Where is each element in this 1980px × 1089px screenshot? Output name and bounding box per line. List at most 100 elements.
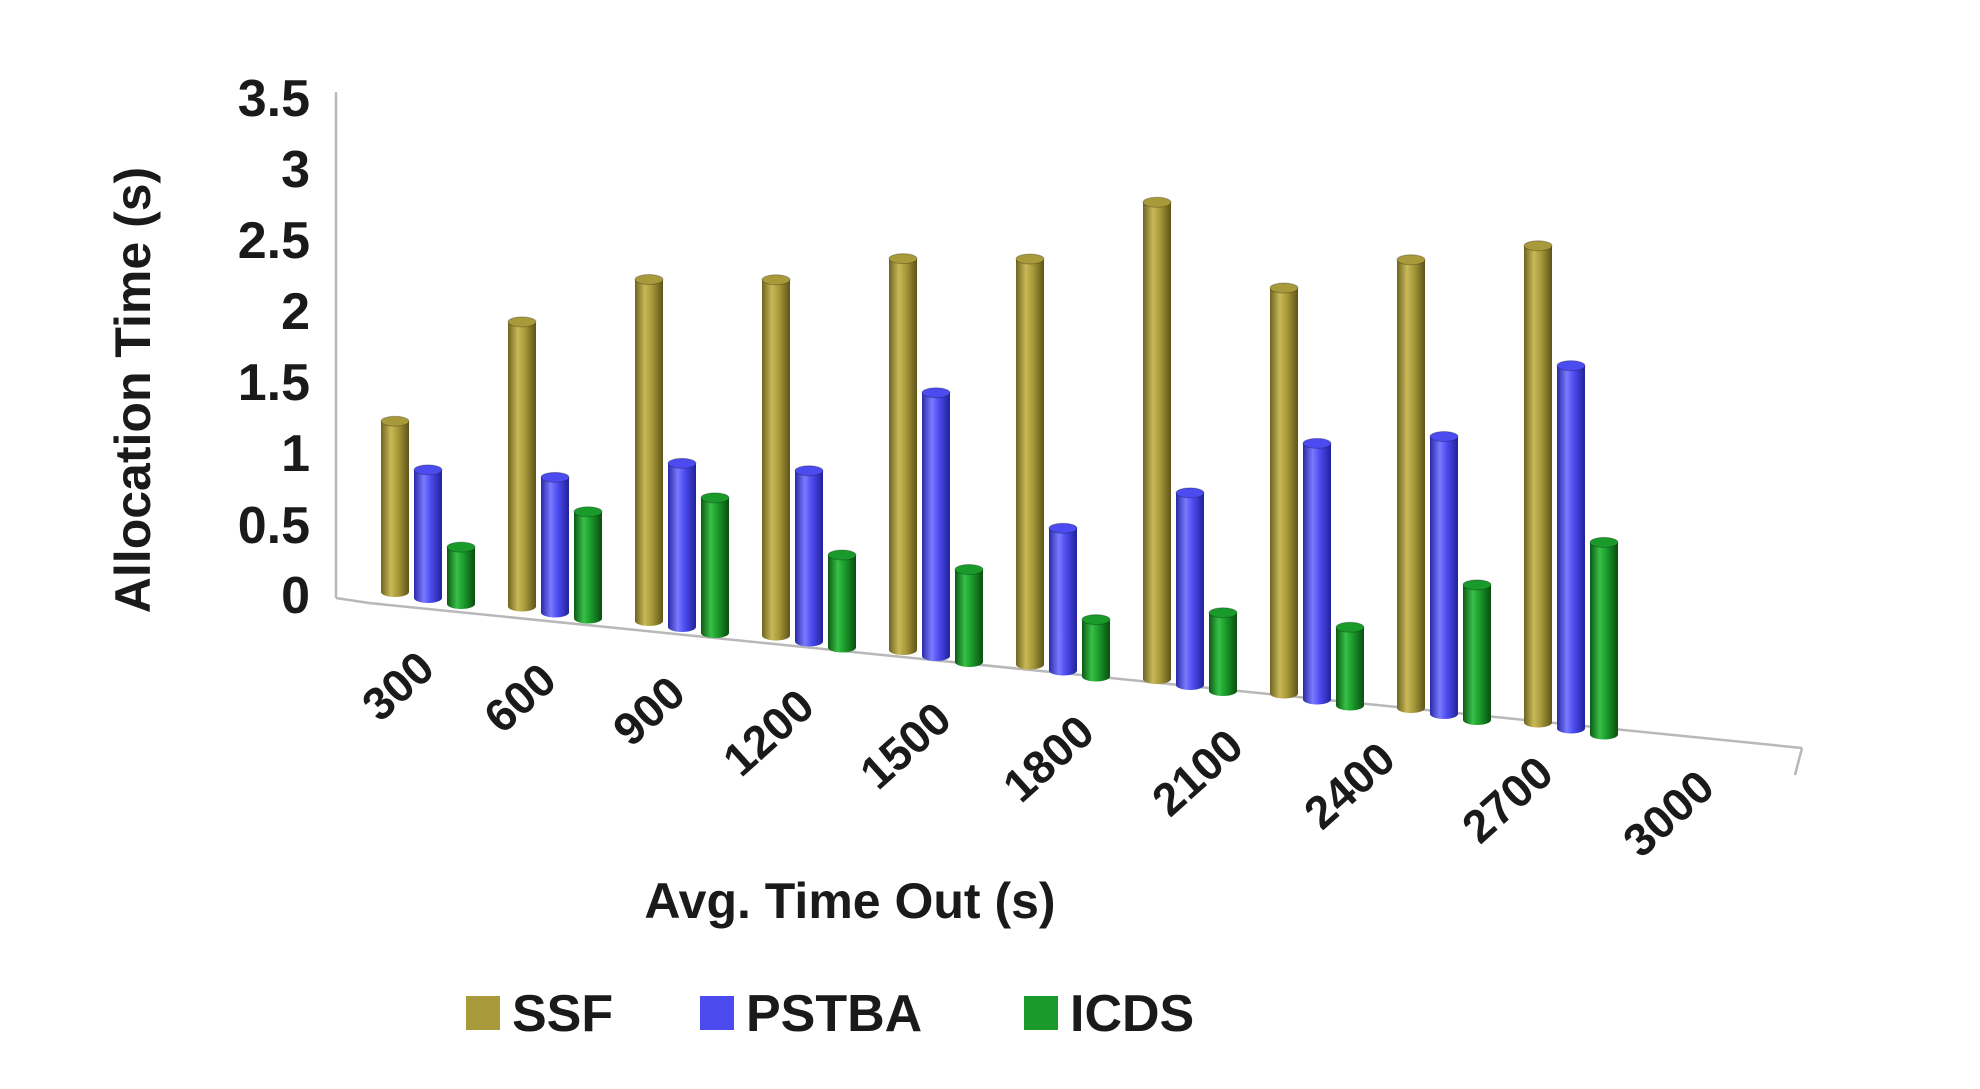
bar-body <box>414 469 442 603</box>
bar-body <box>1430 436 1458 719</box>
y-axis-title: Allocation Time (s) <box>105 167 161 613</box>
bar-body <box>889 258 917 655</box>
x-tick-label: 2700 <box>1452 746 1563 853</box>
bar-icds-300 <box>446 541 476 609</box>
bar-body <box>828 555 856 653</box>
bar-cap <box>921 387 951 399</box>
bar-pstba-2100 <box>1175 487 1205 690</box>
floor-right-edge <box>1793 747 1804 776</box>
legend: SSF PSTBA ICDS <box>466 985 1194 1043</box>
bar-cap <box>413 464 443 476</box>
y-tick-label: 0 <box>281 567 310 625</box>
bar-pstba-3000 <box>1556 360 1586 734</box>
bar-icds-900 <box>700 492 730 638</box>
bar-body <box>1336 627 1364 711</box>
bar-cap <box>1462 579 1492 591</box>
x-tick-label: 1500 <box>850 692 961 799</box>
bar-body <box>922 392 950 661</box>
bar-cap <box>761 274 791 286</box>
legend-swatch-icds <box>1024 996 1058 1030</box>
y-tick-label: 3 <box>281 141 310 199</box>
legend-swatch-ssf <box>466 996 500 1030</box>
bar-body <box>1049 528 1077 676</box>
bar-pstba-900 <box>667 457 697 632</box>
bar-pstba-300 <box>413 464 443 603</box>
bar-pstba-1500 <box>921 387 951 661</box>
bar-cap <box>1302 437 1332 449</box>
bar-body <box>508 321 536 612</box>
bar-cap <box>1429 431 1459 443</box>
x-tick-label: 1200 <box>713 679 824 786</box>
x-tick-label: 2100 <box>1142 719 1253 826</box>
bar-icds-2100 <box>1208 607 1238 696</box>
bar-body <box>762 279 790 641</box>
y-tick-label: 0.5 <box>238 497 310 555</box>
bar-pstba-2700 <box>1429 431 1459 719</box>
legend-label-icds: ICDS <box>1070 985 1194 1043</box>
bar-cap <box>827 549 857 561</box>
y-tick-label: 1.5 <box>238 354 310 412</box>
bar-cap <box>1269 282 1299 294</box>
bar-cap <box>1396 254 1426 266</box>
x-axis: 300 600 900 1200 1500 1800 2100 2400 270… <box>352 641 1724 867</box>
bar-icds-1200 <box>827 549 857 653</box>
bar-body <box>635 279 663 626</box>
bar-cap <box>1523 240 1553 252</box>
bar-cap <box>1556 360 1586 372</box>
bar-body <box>1143 202 1171 685</box>
bar-icds-2700 <box>1462 579 1492 725</box>
y-tick-label: 2.5 <box>238 212 310 270</box>
bar-ssf-900 <box>634 273 664 626</box>
bar-body <box>447 547 475 609</box>
bar-ssf-600 <box>507 316 537 612</box>
bar-body <box>381 421 409 597</box>
bar-body <box>701 497 729 638</box>
bar-cap <box>573 506 603 518</box>
bar-body <box>574 511 602 624</box>
x-tick-label: 1800 <box>993 705 1104 812</box>
bar-body <box>1524 245 1552 728</box>
x-axis-title: Avg. Time Out (s) <box>644 873 1055 929</box>
bar-cap <box>1015 253 1045 265</box>
x-tick-label: 900 <box>603 666 695 756</box>
bar-body <box>955 569 983 667</box>
bar-cap <box>954 564 984 576</box>
legend-label-ssf: SSF <box>512 985 613 1043</box>
y-tick-label: 1 <box>281 425 310 483</box>
bar-ssf-2400 <box>1269 282 1299 699</box>
x-tick-label: 600 <box>474 653 566 743</box>
bar-cap <box>888 253 918 265</box>
legend-label-pstba: PSTBA <box>746 985 922 1043</box>
bar-cap <box>1175 487 1205 499</box>
x-tick-label: 3000 <box>1613 760 1724 867</box>
bar-ssf-300 <box>380 415 410 597</box>
bar-cap <box>1048 522 1078 534</box>
bar-ssf-3000 <box>1523 240 1553 728</box>
bar-cap <box>1335 621 1365 633</box>
bar-cap <box>700 492 730 504</box>
bar-body <box>668 463 696 632</box>
bar-icds-3000 <box>1589 536 1619 740</box>
x-tick-label: 300 <box>352 641 444 731</box>
bar-pstba-2400 <box>1302 437 1332 705</box>
bar-icds-1800 <box>1081 614 1111 682</box>
bar-cap <box>507 316 537 328</box>
bar-body <box>1209 612 1237 696</box>
bar-body <box>1303 443 1331 705</box>
bar-body <box>541 477 569 618</box>
bar-body <box>1557 365 1585 734</box>
bar-cap <box>446 541 476 553</box>
bar-body <box>1463 584 1491 725</box>
bar-cap <box>794 465 824 477</box>
bar-cap <box>667 457 697 469</box>
bar-ssf-1200 <box>761 274 791 641</box>
bar-cap <box>1142 196 1172 208</box>
bar-pstba-600 <box>540 471 570 618</box>
bar-ssf-1500 <box>888 253 918 655</box>
y-axis: 0 0.5 1 1.5 2 2.5 3 3.5 <box>238 70 310 625</box>
bar-ssf-1800 <box>1015 253 1045 670</box>
bar-icds-600 <box>573 506 603 624</box>
bar-cap <box>1081 614 1111 626</box>
bar-cap <box>380 415 410 427</box>
bar-body <box>1082 619 1111 682</box>
